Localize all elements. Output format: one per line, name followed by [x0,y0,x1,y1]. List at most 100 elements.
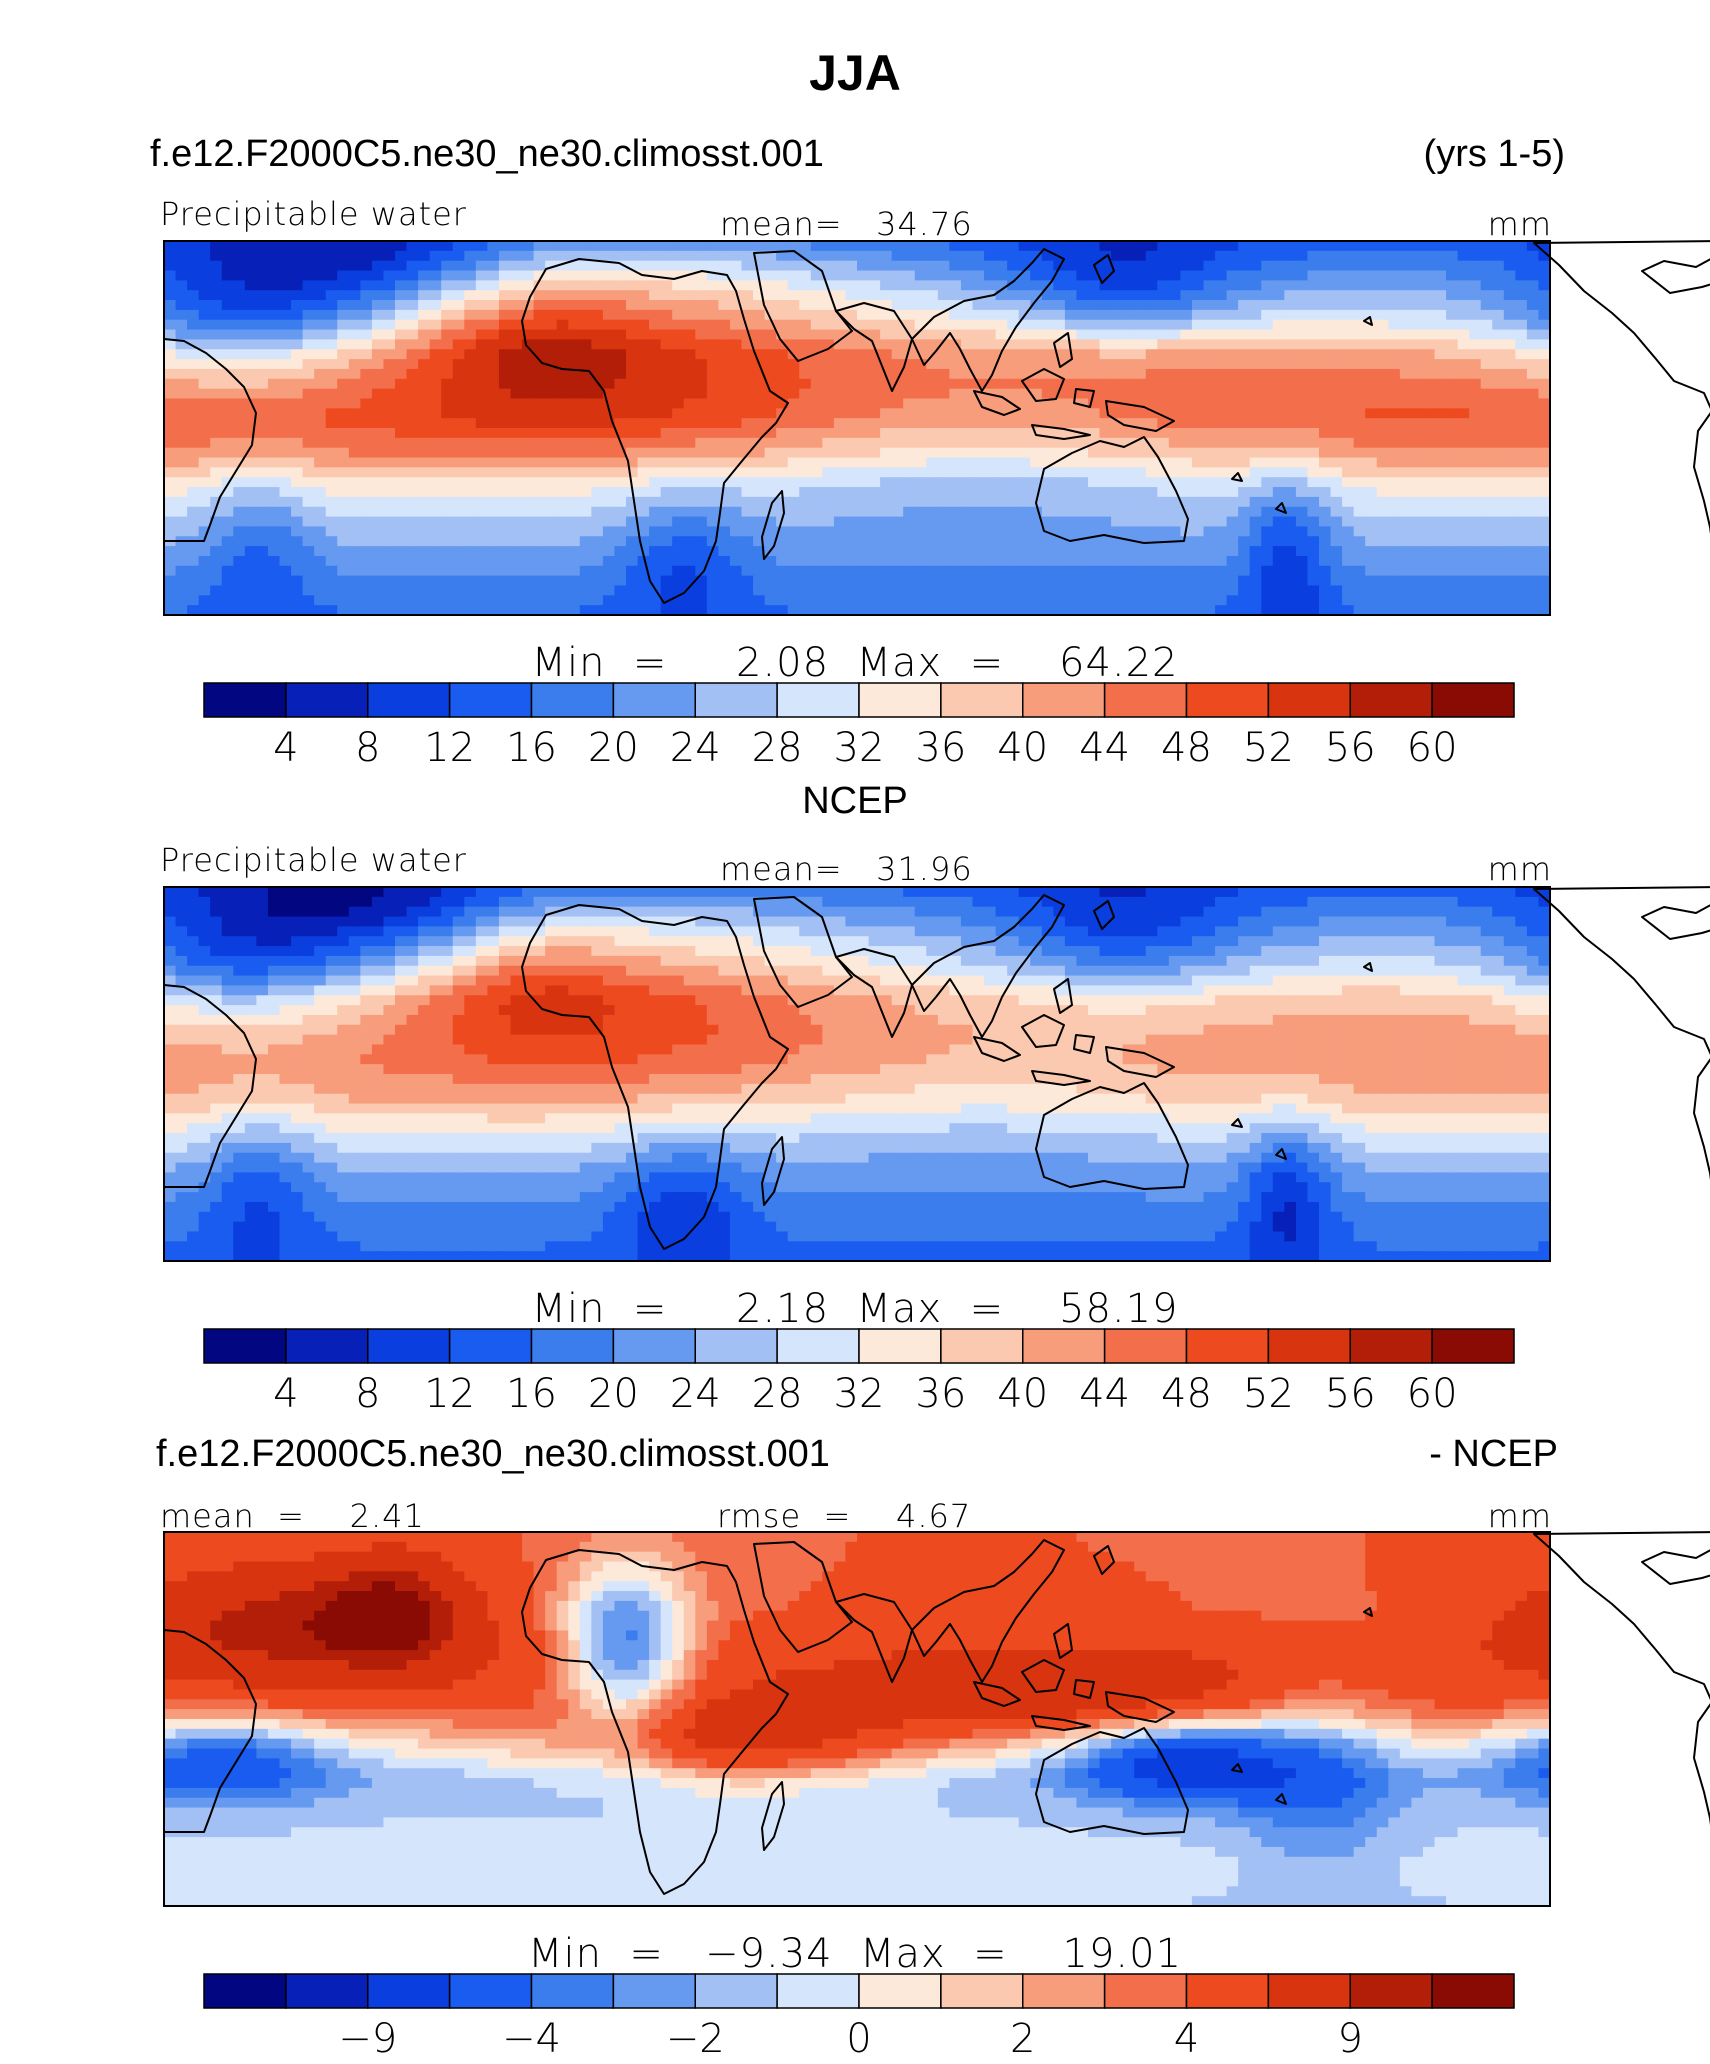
field-cell [1295,565,1309,577]
field-cell [579,487,592,498]
field-cell [833,595,847,606]
field-cell [406,467,419,478]
field-cell [1030,378,1043,390]
field-cell [1353,496,1366,508]
field-cell [187,506,200,518]
colorbar-box [1185,682,1270,718]
field-cell [233,280,246,291]
field-cell [221,526,234,537]
field-cell [371,536,385,547]
field-cell [984,398,997,409]
field-cell [1480,319,1493,331]
field-cell [649,319,662,331]
field-cell [371,260,385,272]
field-cell [475,408,488,419]
field-cell [1526,595,1540,606]
field-cell [1064,526,1078,537]
field-cell [1272,300,1285,311]
field-cell [1191,536,1205,547]
field-cell [395,290,408,301]
field-cell [1353,555,1366,567]
field-cell [441,447,454,459]
field-cell [545,595,558,606]
field-cell [1388,339,1401,350]
field-cell [880,595,893,606]
field-cell [1469,270,1482,281]
field-cell [1180,536,1193,547]
field-cell [325,339,338,350]
field-cell [903,477,916,488]
field-cell [949,496,962,508]
field-cell [233,457,246,468]
field-cell [1122,378,1135,390]
field-cell [1388,906,1401,918]
field-cell [371,496,385,508]
field-cell [1515,467,1528,478]
field-cell [626,250,639,262]
field-cell [880,388,893,400]
field-cell [1041,477,1054,488]
field-cell [1307,339,1320,350]
field-cell [325,916,338,927]
field-cell [926,585,939,596]
field-cell [903,388,916,400]
field-cell [1434,457,1447,468]
field-cell [164,319,177,331]
field-cell [1041,349,1054,360]
field-cell [984,300,997,311]
field-cell [302,300,315,311]
field-cell [568,595,581,606]
field-cell [1330,437,1343,449]
field-cell [187,368,200,380]
field-cell [1457,896,1470,908]
field-cell [279,388,292,400]
field-cell [1307,605,1320,616]
field-cell [429,359,442,370]
field-cell [1342,300,1355,311]
field-cell [972,906,985,918]
field-cell [1157,585,1170,596]
field-cell [1261,605,1274,616]
field-cell [383,319,396,331]
field-cell [1018,457,1031,468]
field-cell [337,585,350,596]
field-cell [914,565,927,577]
field-cell [1388,300,1401,311]
field-cell [1353,437,1366,449]
field-cell [198,546,211,557]
field-cell [868,585,881,596]
field-cell [1099,457,1112,468]
field-cell [1145,428,1158,439]
field-cell [602,565,616,577]
field-cell [649,526,662,537]
field-cell [556,398,569,409]
field-cell [1342,896,1355,908]
field-cell [1538,595,1551,606]
field-cell [914,605,927,616]
field-cell [1411,408,1424,419]
field-cell [1226,536,1239,547]
field-cell [880,605,893,616]
field-cell [210,585,223,596]
field-cell [1203,241,1216,252]
field-cell [348,457,361,468]
field-cell [799,477,812,488]
field-cell [1134,546,1147,557]
field-cell [822,378,835,390]
field-cell [845,428,858,439]
field-cell [175,496,188,508]
field-cell [1480,270,1493,281]
field-cell [960,428,974,439]
field-cell [1284,585,1297,596]
field-cell [418,605,431,616]
field-cell [1399,516,1412,528]
field-cell [348,916,361,927]
field-cell [267,260,281,272]
field-cell [464,368,477,380]
field-cell [995,526,1008,537]
field-cell [602,280,616,291]
field-cell [810,339,823,350]
field-cell [314,437,327,449]
field-cell [1365,447,1378,459]
field-cell [1180,359,1193,370]
